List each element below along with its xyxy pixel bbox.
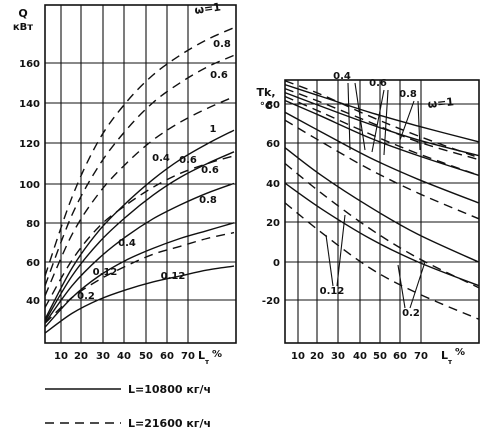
annotation-0.12: 0.12: [320, 286, 345, 297]
annotation-0.2: 0.2: [77, 291, 95, 302]
leader-line-6: [325, 234, 334, 287]
right-chart: 10 20 30 40 50 60 70 80 60 40 20 0 -20 Tk, °C L т% 0.4 0.6…: [257, 71, 480, 366]
annotation-0.6-solid: 0.6: [179, 155, 197, 166]
leader-line-9: [409, 261, 426, 309]
y-tick-label: 60: [26, 258, 40, 269]
y-tick-label: 40: [26, 296, 40, 307]
annotation-0.4-solid: 0.4: [118, 238, 136, 249]
y-tick-label: 60: [266, 139, 280, 150]
x-tick-label: 70: [414, 351, 428, 362]
series-group: [285, 80, 479, 320]
series-solid-0.6-2: [45, 182, 235, 324]
series-dashed-1-5: [45, 27, 235, 277]
x-tick-label: 40: [353, 351, 367, 362]
omega-label: ω=1: [194, 0, 222, 17]
series-dashed-1-6: [285, 80, 479, 159]
plot-frame: [284, 79, 480, 344]
legend-dashed-text: L=21600 кг/ч: [128, 417, 211, 430]
y-tick-label: 140: [19, 99, 40, 110]
annotation-1-solid: 1: [210, 124, 217, 135]
leader-line-0: [347, 82, 351, 151]
omega-label: ω=1: [427, 95, 455, 111]
series-solid-0.8-1: [45, 151, 235, 322]
series-dashed-0.6-7: [45, 96, 235, 296]
annotation-0.12-solid: 0.12: [161, 271, 186, 282]
x-axis-label: L: [198, 349, 205, 362]
y-tick-label: 120: [19, 139, 40, 150]
x-axis-unit: %: [455, 347, 465, 358]
y-tick-label: 80: [26, 219, 40, 230]
series-dashed-0.2-11: [285, 162, 479, 289]
annotation-0.2: 0.2: [402, 308, 420, 319]
y-tick-label: 40: [266, 179, 280, 190]
annotation-0.8-dashed: 0.8: [213, 39, 231, 50]
legend: L=10800 кг/ч L=21600 кг/ч: [45, 383, 211, 430]
leader-line-2: [371, 89, 385, 153]
leader-line-5: [417, 100, 421, 151]
x-tick-label: 60: [393, 351, 407, 362]
leader-line-8: [397, 264, 406, 309]
series-dashed-0.12-10: [285, 202, 479, 320]
annotation-0.6-solid-b: 0.6: [201, 165, 219, 176]
x-axis-label: L: [441, 349, 448, 362]
series-dashed-0.12-9: [45, 231, 235, 324]
y-tick-label: -20: [262, 296, 280, 307]
plot-frame: [44, 4, 237, 344]
x-axis-sub: т: [205, 358, 210, 366]
leader-line-4: [399, 100, 415, 141]
series-solid-0.4-3: [285, 111, 479, 204]
series-dashed-0.8-7: [285, 87, 479, 161]
y-tick-label: 100: [19, 180, 40, 191]
series-solid-0.2-5: [285, 147, 479, 263]
series-dashed-0.4-9: [285, 119, 479, 220]
series-solid-0.12-4: [285, 182, 479, 287]
legend-solid-text: L=10800 кг/ч: [128, 383, 211, 396]
annotation-0.8: 0.8: [399, 89, 417, 100]
x-tick-label: 40: [117, 351, 131, 362]
series-solid-0.6-2: [285, 99, 479, 176]
x-tick-label: 60: [160, 351, 174, 362]
annotation-0.12-dashed: 0.12: [93, 267, 118, 278]
y-axis-unit: °C: [260, 101, 272, 112]
x-tick-label: 70: [181, 351, 195, 362]
annotation-0.6-dashed: 0.6: [210, 70, 228, 81]
series-solid-0.12-4: [45, 265, 235, 334]
leader-line-1: [354, 82, 366, 151]
x-tick-label: 10: [54, 351, 68, 362]
y-tick-label: 0: [273, 258, 280, 269]
y-axis-label: Q: [18, 7, 27, 20]
series-dashed-0.6-8: [285, 95, 479, 176]
x-axis-sub: т: [448, 358, 453, 366]
annotation-0.8-solid: 0.8: [199, 195, 217, 206]
y-tick-label: 160: [19, 59, 40, 70]
series-solid-1-0: [285, 84, 479, 143]
y-axis-label: Tk,: [257, 86, 276, 99]
y-tick-label: 20: [266, 218, 280, 229]
series-solid-0.4-3: [45, 222, 235, 328]
x-axis-unit: %: [212, 349, 222, 360]
x-tick-label: 20: [310, 351, 324, 362]
x-tick-label: 10: [291, 351, 305, 362]
x-tick-label: 20: [74, 351, 88, 362]
annotation-0.6: 0.6: [369, 78, 387, 89]
annotation-0.4: 0.4: [333, 71, 351, 82]
series-solid-1-0: [45, 129, 235, 320]
x-tick-label: 30: [331, 351, 345, 362]
x-tick-label: 50: [373, 351, 387, 362]
series-dashed-0.8-6: [45, 54, 235, 287]
annotation-0.4-dashed: 0.4: [152, 153, 170, 164]
y-axis-unit: кВт: [13, 22, 33, 33]
series-solid-0.8-1: [285, 91, 479, 157]
leader-line-7: [336, 214, 346, 287]
x-tick-label: 30: [96, 351, 110, 362]
series-group: [45, 27, 235, 334]
y-tick-label: 80: [266, 100, 280, 111]
leader-line-3: [383, 89, 389, 156]
x-tick-label: 50: [139, 351, 153, 362]
